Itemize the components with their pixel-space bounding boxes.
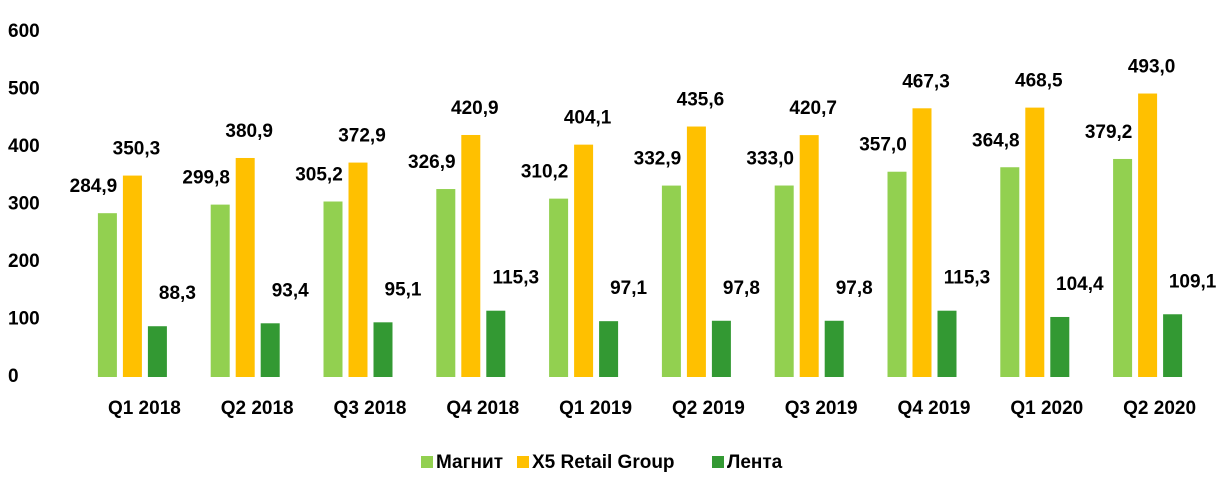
data-label: 332,9 [634, 149, 682, 170]
data-label: 326,9 [408, 152, 456, 173]
bar [436, 189, 456, 377]
bar [686, 126, 706, 377]
y-tick-label: 0 [8, 366, 19, 387]
data-label: 284,9 [70, 176, 118, 197]
bar [373, 322, 393, 377]
data-label: 305,2 [295, 165, 343, 186]
bar [97, 213, 117, 377]
y-tick-label: 300 [8, 194, 40, 215]
bar [912, 108, 932, 378]
data-label: 467,3 [902, 71, 950, 92]
x-tick-label: Q2 2018 [221, 398, 294, 419]
legend-swatch [517, 456, 529, 468]
bar [661, 185, 681, 377]
y-tick-label: 500 [8, 79, 40, 100]
x-tick-label: Q3 2019 [785, 398, 858, 419]
data-label: 97,1 [610, 278, 647, 299]
bar [937, 310, 957, 377]
x-tick-label: Q1 2020 [1010, 398, 1083, 419]
bar [210, 204, 230, 377]
data-label: 420,7 [789, 98, 837, 119]
bar [799, 135, 819, 377]
legend-label: X5 Retail Group [532, 452, 675, 473]
data-label: 380,9 [225, 121, 273, 142]
x-tick-label: Q1 2019 [559, 398, 632, 419]
bar [235, 157, 255, 377]
bar [1025, 107, 1045, 378]
data-label: 379,2 [1085, 122, 1133, 143]
data-label: 404,1 [564, 108, 612, 129]
x-tick-label: Q4 2018 [446, 398, 519, 419]
x-tick-label: Q2 2019 [672, 398, 745, 419]
bar [1138, 93, 1158, 378]
data-label: 95,1 [385, 279, 422, 300]
data-label: 299,8 [182, 168, 230, 189]
bar [774, 185, 794, 377]
data-label: 372,9 [338, 126, 386, 147]
bar [1000, 167, 1020, 377]
data-label: 115,3 [944, 268, 991, 289]
bar [1113, 158, 1133, 377]
y-tick-label: 400 [8, 136, 40, 157]
data-label: 115,3 [493, 268, 540, 289]
bar [260, 323, 280, 377]
data-label: 104,4 [1056, 274, 1104, 295]
bar [122, 175, 142, 377]
data-label: 310,2 [521, 162, 569, 183]
legend-swatch [712, 456, 724, 468]
data-label: 357,0 [859, 135, 907, 156]
bar [824, 320, 844, 377]
bar [549, 198, 569, 377]
data-label: 97,8 [836, 278, 873, 299]
data-label: 493,0 [1128, 57, 1176, 78]
legend-label: Магнит [436, 452, 503, 473]
bar [147, 326, 167, 377]
data-label: 350,3 [113, 139, 161, 160]
data-label: 364,8 [972, 130, 1020, 151]
bar [711, 320, 731, 377]
bar [599, 321, 619, 377]
bar [486, 310, 506, 377]
data-label: 93,4 [272, 280, 309, 301]
x-tick-label: Q2 2020 [1123, 398, 1196, 419]
data-label: 97,8 [723, 278, 760, 299]
data-label: 420,9 [451, 98, 499, 119]
y-tick-label: 100 [8, 309, 40, 330]
x-tick-label: Q1 2018 [108, 398, 181, 419]
y-tick-label: 600 [8, 21, 40, 42]
x-tick-label: Q4 2019 [898, 398, 971, 419]
data-label: 109,1 [1169, 271, 1217, 292]
data-label: 435,6 [677, 90, 725, 111]
bar [461, 134, 481, 377]
bar [887, 171, 907, 377]
bar [574, 144, 594, 377]
bar [348, 162, 368, 377]
bar [1163, 314, 1183, 377]
bar [323, 201, 343, 377]
legend-swatch [421, 456, 433, 468]
x-tick-label: Q3 2018 [334, 398, 407, 419]
data-label: 88,3 [159, 283, 196, 304]
data-label: 468,5 [1015, 71, 1063, 92]
y-tick-label: 200 [8, 251, 40, 272]
data-label: 333,0 [746, 149, 794, 170]
legend-label: Лента [727, 452, 783, 473]
bar [1050, 316, 1070, 377]
